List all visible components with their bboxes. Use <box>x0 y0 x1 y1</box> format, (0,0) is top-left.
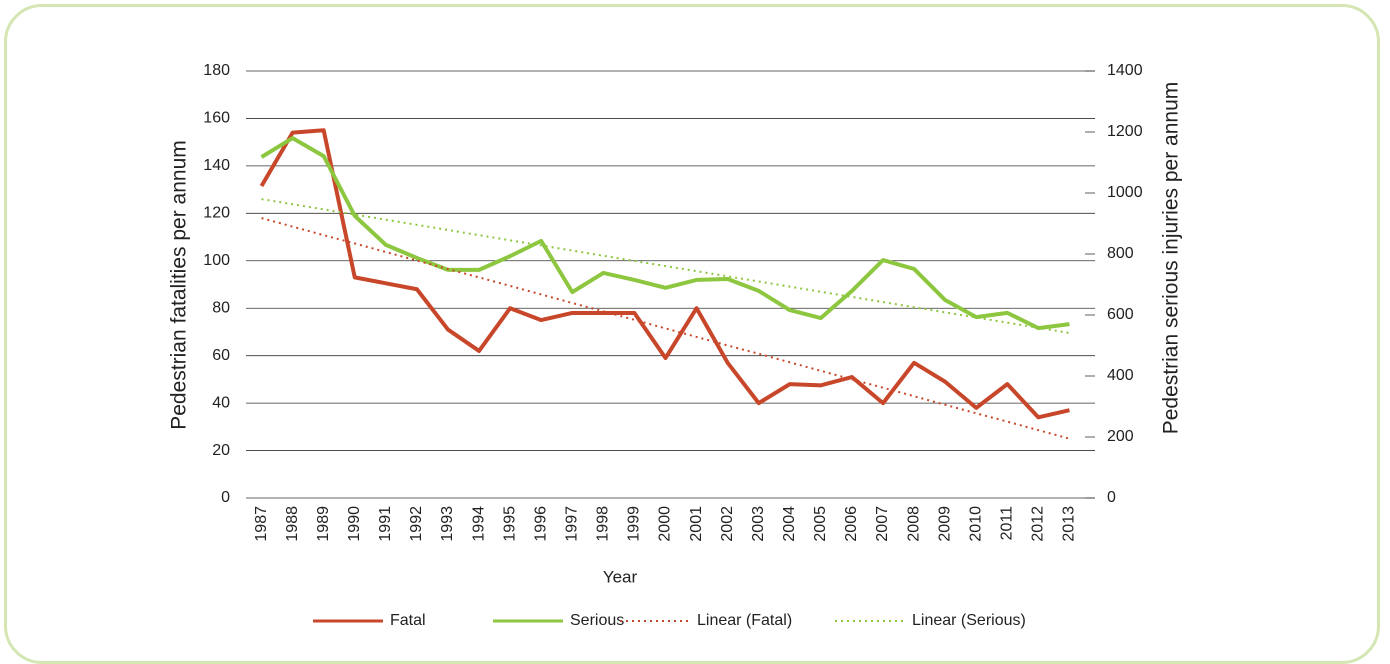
x-tick-label: 1988 <box>284 506 301 542</box>
x-tick-label: 1987 <box>253 506 270 542</box>
x-tick-label: 2006 <box>843 506 860 542</box>
series-line <box>260 136 1070 331</box>
y-tick-label: 140 <box>203 157 230 174</box>
y-tick-label: 0 <box>221 489 230 506</box>
x-tick-label: 2010 <box>967 506 984 542</box>
y2-tick-label: 400 <box>1107 367 1134 384</box>
y-axis-title: Pedestrian fatalities per annum <box>168 140 191 430</box>
x-tick-label: 1991 <box>377 506 394 542</box>
y2-tick-label: 1400 <box>1107 62 1143 79</box>
y-tick-label: 120 <box>203 205 230 222</box>
y-tick-label: 40 <box>212 394 230 411</box>
x-tick-label: 1997 <box>563 506 580 542</box>
x-tick-label: 2001 <box>688 506 705 542</box>
y-tick-label: 100 <box>203 252 230 269</box>
x-tick-label: 1990 <box>346 506 363 542</box>
legend-label: Linear (Fatal) <box>697 612 792 629</box>
x-tick-label: 2004 <box>781 506 798 542</box>
x-tick-label: 2003 <box>750 506 767 542</box>
x-tick-label: 2013 <box>1061 506 1078 542</box>
legend-label: Serious <box>570 612 624 629</box>
x-tick-label: 1995 <box>501 506 518 542</box>
x-axis-title: Year <box>603 567 638 586</box>
x-tick-label: 2005 <box>812 506 829 542</box>
x-tick-label: 2011 <box>999 506 1016 541</box>
y2-axis-title: Pedestrian serious injuries per annum <box>1160 82 1183 435</box>
x-tick-label: 2008 <box>905 506 922 542</box>
y-tick-label: 160 <box>203 110 230 127</box>
x-tick-label: 2007 <box>874 506 891 542</box>
x-tick-label: 1992 <box>408 506 425 542</box>
trend-line <box>261 198 1070 334</box>
y2-tick-label: 800 <box>1107 245 1134 262</box>
x-tick-label: 1993 <box>439 506 456 542</box>
x-tick-label: 1998 <box>595 506 612 542</box>
y-tick-label: 60 <box>212 347 230 364</box>
y2-tick-label: 1200 <box>1107 123 1143 140</box>
legend-label: Linear (Serious) <box>912 612 1026 629</box>
series-line <box>259 128 1070 420</box>
x-tick-label: 2012 <box>1030 506 1047 542</box>
x-tick-label: 2009 <box>936 506 953 542</box>
x-tick-label: 1994 <box>470 506 487 542</box>
y-tick-label: 20 <box>212 442 230 459</box>
y-tick-label: 80 <box>212 299 230 316</box>
y2-tick-label: 600 <box>1107 306 1134 323</box>
y2-tick-label: 200 <box>1107 428 1134 445</box>
trend-line <box>261 217 1070 440</box>
x-tick-label: 2002 <box>719 506 736 542</box>
x-tick-label: 1989 <box>315 506 332 542</box>
y2-tick-label: 0 <box>1107 489 1116 506</box>
legend-label: Fatal <box>390 612 426 629</box>
y-tick-label: 180 <box>203 62 230 79</box>
y2-tick-label: 1000 <box>1107 184 1143 201</box>
x-tick-label: 1996 <box>532 506 549 542</box>
x-tick-label: 2000 <box>657 506 674 542</box>
x-tick-label: 1999 <box>626 506 643 542</box>
